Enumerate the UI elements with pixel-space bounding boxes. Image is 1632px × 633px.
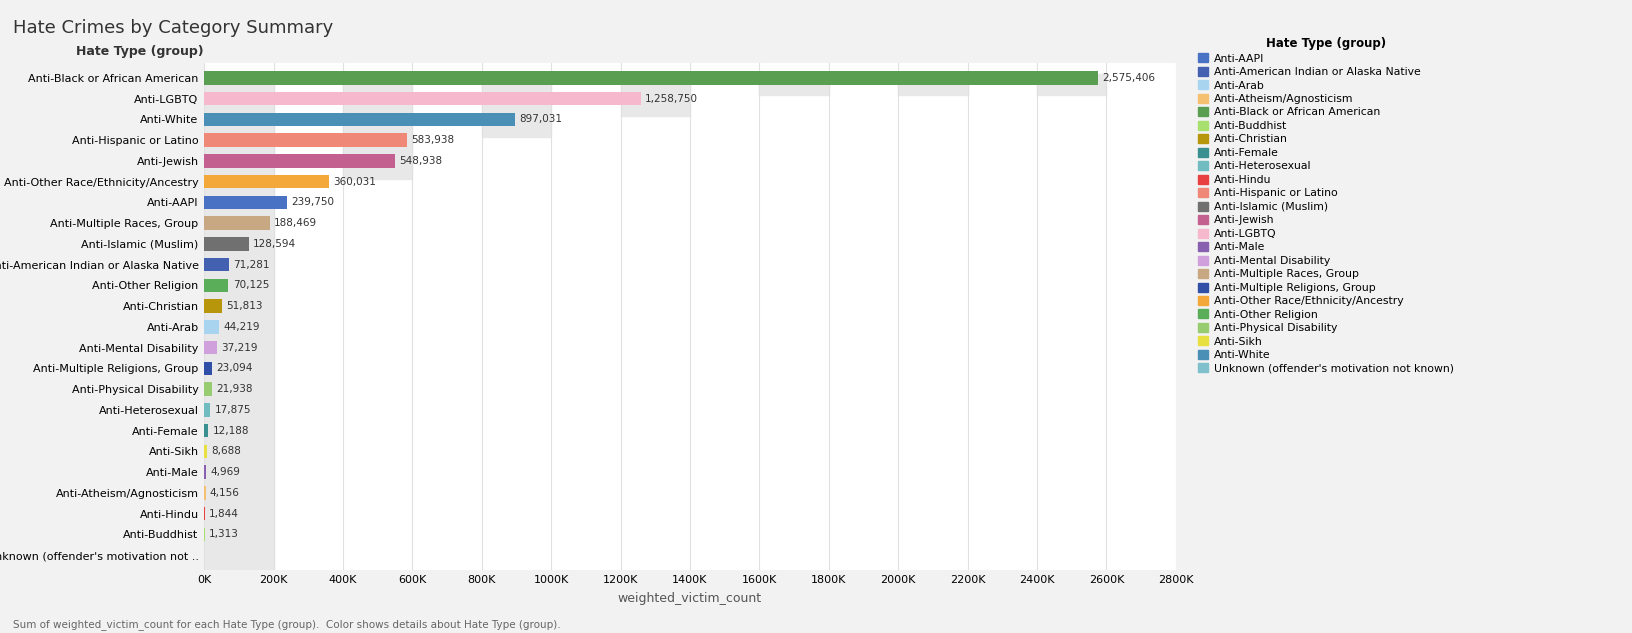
- Text: 23,094: 23,094: [215, 363, 253, 373]
- Text: 12,188: 12,188: [212, 425, 248, 436]
- Text: Hate Crimes by Category Summary: Hate Crimes by Category Summary: [13, 19, 333, 37]
- Text: 188,469: 188,469: [274, 218, 317, 228]
- Text: 4,156: 4,156: [209, 488, 240, 498]
- Bar: [204, 465, 206, 479]
- Bar: [204, 113, 516, 126]
- Bar: [204, 71, 1097, 85]
- Bar: [204, 196, 287, 209]
- Text: 128,594: 128,594: [253, 239, 295, 249]
- Bar: [204, 382, 212, 396]
- Bar: [204, 444, 207, 458]
- Bar: [204, 175, 330, 189]
- Text: 548,938: 548,938: [398, 156, 442, 166]
- Bar: [481, 74, 550, 137]
- Text: 44,219: 44,219: [224, 322, 259, 332]
- Text: 51,813: 51,813: [227, 301, 263, 311]
- Bar: [204, 134, 406, 147]
- Text: Hate Type (group): Hate Type (group): [77, 45, 204, 58]
- Text: 17,875: 17,875: [214, 405, 251, 415]
- Legend: Anti-AAPI, Anti-American Indian or Alaska Native, Anti-Arab, Anti-Atheism/Agnost: Anti-AAPI, Anti-American Indian or Alask…: [1196, 37, 1452, 373]
- Bar: [204, 74, 273, 580]
- Bar: [343, 74, 411, 179]
- Text: 583,938: 583,938: [411, 135, 454, 145]
- Text: 1,258,750: 1,258,750: [645, 94, 697, 104]
- Bar: [204, 341, 217, 354]
- Text: 70,125: 70,125: [232, 280, 269, 291]
- Text: 8,688: 8,688: [211, 446, 242, 456]
- Bar: [204, 258, 228, 272]
- Text: 21,938: 21,938: [215, 384, 253, 394]
- Bar: [204, 299, 222, 313]
- Bar: [620, 74, 689, 116]
- Text: 4,969: 4,969: [211, 467, 240, 477]
- Bar: [204, 237, 248, 251]
- Bar: [204, 92, 640, 105]
- Bar: [1036, 74, 1105, 95]
- Bar: [204, 154, 395, 168]
- Text: Sum of weighted_victim_count for each Hate Type (group).  Color shows details ab: Sum of weighted_victim_count for each Ha…: [13, 619, 560, 630]
- Text: 2,575,406: 2,575,406: [1102, 73, 1154, 83]
- Bar: [898, 74, 966, 95]
- Bar: [204, 403, 211, 417]
- Text: 71,281: 71,281: [233, 260, 269, 270]
- Bar: [204, 424, 209, 437]
- Text: 239,750: 239,750: [290, 197, 335, 208]
- X-axis label: weighted_victim_count: weighted_victim_count: [617, 591, 762, 605]
- Text: 360,031: 360,031: [333, 177, 375, 187]
- Bar: [204, 216, 269, 230]
- Text: 897,031: 897,031: [519, 115, 563, 124]
- Bar: [759, 74, 827, 95]
- Bar: [204, 279, 228, 292]
- Bar: [204, 361, 212, 375]
- Text: 1,313: 1,313: [209, 529, 238, 539]
- Text: 37,219: 37,219: [220, 342, 258, 353]
- Text: 1,844: 1,844: [209, 509, 238, 518]
- Bar: [204, 320, 219, 334]
